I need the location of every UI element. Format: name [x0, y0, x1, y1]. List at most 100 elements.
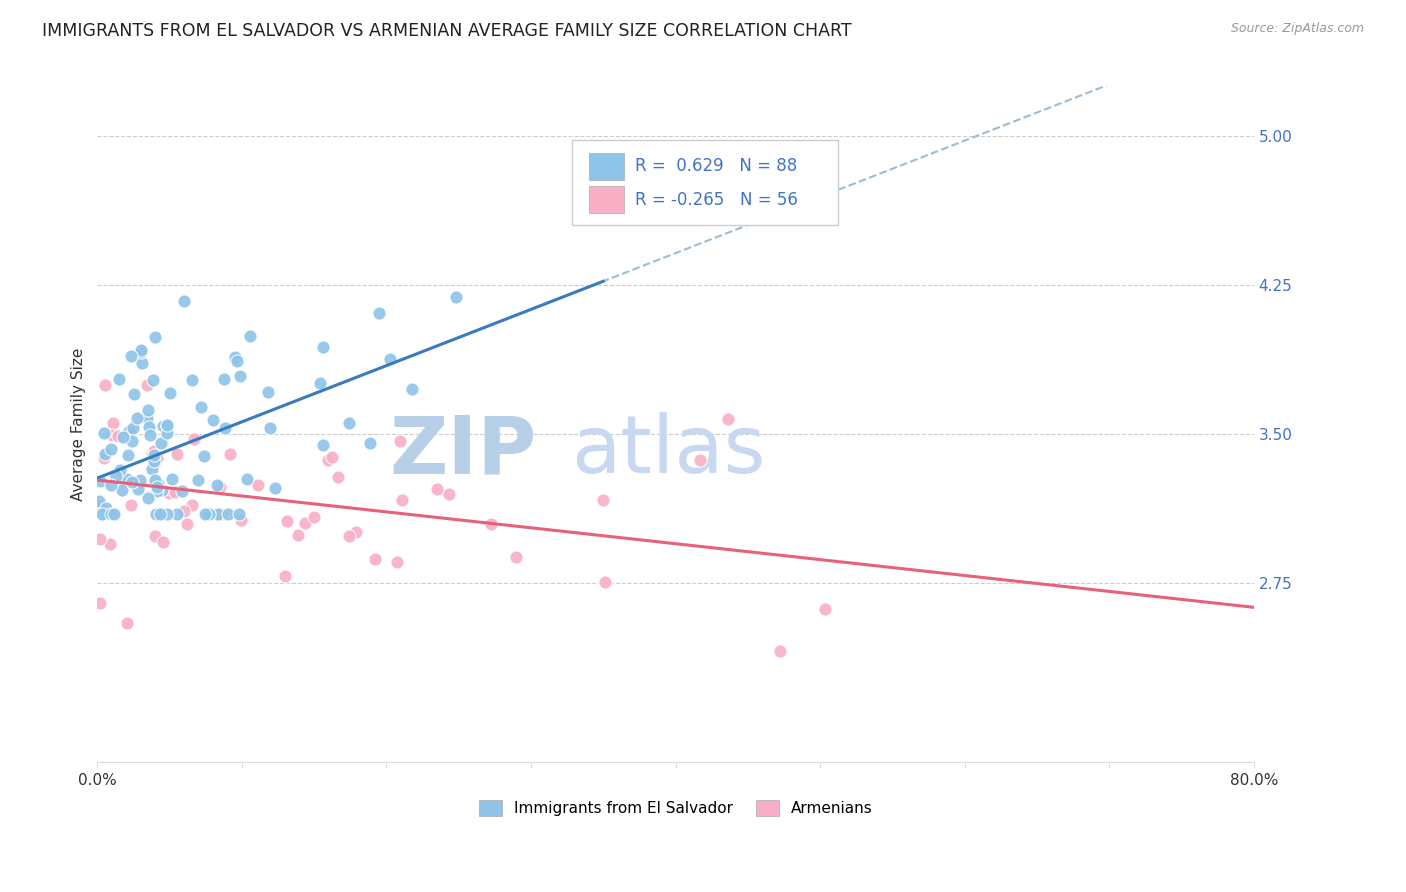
Point: [141, 446, 163, 460]
Point: [108, 372, 131, 386]
Point: [224, 351, 246, 365]
Point: [187, 473, 209, 487]
Point: [120, 349, 142, 363]
Point: [205, 478, 228, 492]
Point: [89, 596, 111, 610]
Point: [143, 443, 166, 458]
Point: [170, 483, 193, 498]
Point: [439, 486, 461, 500]
Point: [152, 483, 174, 498]
Text: ZIP: ZIP: [389, 412, 537, 491]
Point: [312, 438, 335, 452]
Point: [193, 449, 215, 463]
Point: [316, 453, 339, 467]
Point: [425, 482, 447, 496]
FancyBboxPatch shape: [571, 140, 838, 225]
Point: [176, 516, 198, 531]
Point: [105, 468, 128, 483]
Point: [156, 419, 179, 434]
Point: [143, 474, 166, 488]
Point: [166, 447, 188, 461]
Point: [444, 290, 467, 304]
Point: [143, 457, 166, 471]
Point: [156, 425, 179, 440]
Point: [226, 354, 249, 368]
Point: [89, 533, 111, 547]
Point: [259, 421, 281, 435]
Point: [117, 615, 139, 630]
Point: [127, 483, 149, 497]
Y-axis label: Average Family Size: Average Family Size: [72, 348, 86, 501]
Point: [157, 486, 180, 500]
Point: [100, 442, 122, 456]
Point: [217, 507, 239, 521]
Point: [364, 552, 387, 566]
Point: [142, 373, 165, 387]
Point: [152, 419, 174, 434]
Point: [194, 507, 217, 521]
Point: [111, 483, 134, 498]
Point: [103, 507, 125, 521]
Point: [98, 537, 121, 551]
Point: [94, 447, 117, 461]
Point: [156, 417, 179, 432]
Point: [346, 525, 368, 540]
Point: [294, 516, 316, 531]
Point: [218, 447, 240, 461]
Point: [814, 602, 837, 616]
Point: [117, 448, 139, 462]
Point: [180, 373, 202, 387]
Point: [118, 424, 141, 438]
Point: [388, 434, 411, 448]
Point: [339, 528, 361, 542]
Point: [228, 507, 250, 521]
Point: [145, 507, 167, 521]
Point: [100, 507, 122, 521]
FancyBboxPatch shape: [589, 186, 623, 213]
Point: [136, 491, 159, 505]
Point: [214, 420, 236, 434]
Point: [125, 411, 148, 425]
Point: [145, 507, 167, 521]
Point: [89, 498, 111, 512]
Point: [239, 329, 262, 343]
Point: [87, 493, 110, 508]
Point: [129, 343, 152, 357]
Point: [173, 504, 195, 518]
Point: [131, 356, 153, 370]
Point: [91, 507, 114, 521]
Point: [769, 644, 792, 658]
Point: [302, 510, 325, 524]
Point: [159, 385, 181, 400]
Point: [378, 351, 401, 366]
Point: [152, 534, 174, 549]
Point: [276, 514, 298, 528]
Point: [121, 421, 143, 435]
Point: [209, 507, 232, 521]
Point: [93, 425, 115, 440]
Point: [156, 507, 179, 521]
Point: [115, 472, 138, 486]
Point: [165, 485, 187, 500]
Point: [143, 529, 166, 543]
Point: [120, 498, 142, 512]
Point: [93, 507, 115, 521]
Point: [89, 474, 111, 488]
Legend: Immigrants from El Salvador, Armenians: Immigrants from El Salvador, Armenians: [472, 794, 879, 822]
Point: [108, 463, 131, 477]
Point: [689, 453, 711, 467]
Point: [138, 427, 160, 442]
Point: [385, 555, 408, 569]
Text: Source: ZipAtlas.com: Source: ZipAtlas.com: [1230, 22, 1364, 36]
Point: [247, 477, 270, 491]
Point: [505, 549, 527, 564]
Point: [136, 411, 159, 425]
Point: [236, 472, 259, 486]
Point: [359, 436, 381, 450]
Point: [149, 507, 172, 521]
Point: [136, 377, 159, 392]
Point: [100, 478, 122, 492]
Point: [129, 473, 152, 487]
Point: [593, 574, 616, 589]
Point: [121, 475, 143, 490]
